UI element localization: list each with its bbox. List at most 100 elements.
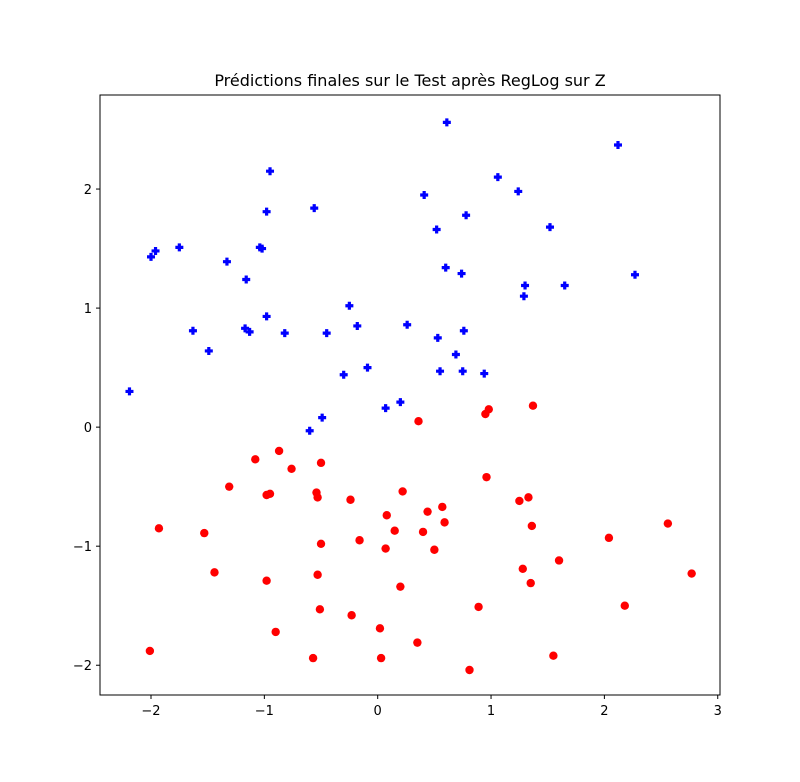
red-circle-point-49 <box>604 533 614 543</box>
blue-plus-point-32 <box>442 118 451 127</box>
red-circle-point-42 <box>518 564 527 574</box>
red-circle-point-40 <box>484 405 493 414</box>
y-tick-label-2: 0 <box>84 421 92 436</box>
red-circle-point-31 <box>418 527 428 537</box>
blue-plus-point-11 <box>258 244 267 253</box>
red-circle-point-15 <box>313 570 322 579</box>
blue-plus-point-1 <box>147 252 156 261</box>
axes: −2 −1 0 1 2 3 −2 −1 0 1 2 <box>73 183 722 719</box>
blue-plus-point-27 <box>420 191 429 199</box>
blue-plus-point-13 <box>262 312 271 321</box>
blue-plus-point-2 <box>151 246 160 255</box>
red-circle-point-37 <box>474 602 483 612</box>
blue-plus-point-9 <box>245 327 254 336</box>
x-tick-label-4: 2 <box>600 704 608 719</box>
x-tick-label-5: 3 <box>714 704 722 719</box>
red-circle-point-12 <box>308 653 318 663</box>
blue-plus-point-0 <box>125 387 134 396</box>
blue-plus-point-44 <box>560 281 569 290</box>
blue-plus-point-33 <box>451 350 460 359</box>
blue-plus-point-23 <box>363 363 372 372</box>
red-circle-point-17 <box>316 539 326 549</box>
red-circle-point-39 <box>482 472 491 482</box>
x-tick-label-2: 0 <box>374 704 382 719</box>
red-circle-point-23 <box>376 653 386 663</box>
red-circle-point-2 <box>200 528 209 538</box>
red-circle-point-52 <box>687 569 696 578</box>
red-circle-point-0 <box>145 646 155 656</box>
red-circle-point-47 <box>549 651 558 660</box>
blue-plus-point-15 <box>280 329 289 338</box>
blue-plus-point-6 <box>222 257 231 266</box>
red-circle-point-32 <box>423 507 432 516</box>
red-circle-point-8 <box>265 489 275 499</box>
red-circle-point-30 <box>414 416 423 426</box>
red-circle-point-46 <box>528 401 538 410</box>
red-circle-point-18 <box>316 458 326 468</box>
red-circle-point-19 <box>346 495 355 504</box>
axes-frame <box>99 94 721 696</box>
blue-plus-point-16 <box>305 426 314 435</box>
y-tick-label-0: −2 <box>73 659 92 674</box>
blue-plus-point-46 <box>630 270 639 279</box>
y-tick-label-1: −1 <box>73 540 92 555</box>
blue-plus-point-12 <box>262 207 271 216</box>
x-tick-label-0: −2 <box>141 704 160 719</box>
blue-plus-point-7 <box>241 324 250 333</box>
red-circle-point-48 <box>554 556 564 565</box>
blue-plus-point-22 <box>353 321 362 330</box>
y-tick-label-3: 1 <box>84 302 92 317</box>
blue-plus-point-19 <box>322 329 331 338</box>
blue-plus-point-45 <box>613 141 622 149</box>
x-tick-label-1: −1 <box>255 704 274 719</box>
blue-plus-point-20 <box>339 370 348 379</box>
blue-plus-point-21 <box>345 301 354 310</box>
red-circle-point-1 <box>154 524 164 533</box>
blue-plus-point-36 <box>459 326 468 335</box>
blue-plus-point-3 <box>175 243 184 252</box>
blue-plus-point-30 <box>436 367 445 376</box>
blue-plus-point-43 <box>545 223 554 232</box>
blue-plus-point-4 <box>188 326 197 335</box>
red-circle-point-43 <box>524 493 533 502</box>
red-circle-point-51 <box>663 519 673 528</box>
blue-plus-point-35 <box>458 367 467 376</box>
x-tick-label-3: 1 <box>487 704 495 719</box>
red-circle-point-22 <box>375 624 385 633</box>
red-circle-point-20 <box>347 611 356 620</box>
red-circle-point-34 <box>438 502 447 512</box>
red-circle-point-6 <box>262 576 271 585</box>
blue-plus-point-34 <box>457 269 466 278</box>
red-circle-point-9 <box>271 627 280 637</box>
blue-plus-point-40 <box>514 187 523 196</box>
blue-plus-point-37 <box>462 211 471 220</box>
red-circle-point-26 <box>390 526 399 535</box>
red-circle-point-35 <box>440 518 449 527</box>
red-circle-point-21 <box>355 536 364 545</box>
blue-plus-point-38 <box>480 369 489 378</box>
blue-plus-point-8 <box>242 275 251 284</box>
red-circle-point-14 <box>313 493 322 502</box>
red-circle-point-33 <box>430 545 439 554</box>
blue-plus-point-17 <box>310 204 319 213</box>
red-circle-point-3 <box>210 568 219 577</box>
red-circle-point-27 <box>396 582 405 591</box>
blue-plus-point-28 <box>432 225 441 234</box>
red-circle-point-28 <box>398 487 407 496</box>
blue-plus-point-39 <box>493 173 502 182</box>
red-circle-point-50 <box>620 601 629 610</box>
red-circle-point-45 <box>527 521 537 531</box>
blue-plus-point-42 <box>521 281 530 290</box>
red-circle-point-29 <box>413 638 422 647</box>
blue-plus-point-41 <box>519 292 528 301</box>
blue-plus-point-26 <box>403 320 412 329</box>
red-circle-point-10 <box>274 446 284 456</box>
blue-plus-point-14 <box>266 167 275 176</box>
red-circle-point-11 <box>287 464 296 474</box>
blue-plus-point-18 <box>318 413 327 422</box>
red-circle-point-44 <box>526 578 535 588</box>
blue-plus-point-24 <box>381 404 390 413</box>
plot-area <box>125 118 696 675</box>
